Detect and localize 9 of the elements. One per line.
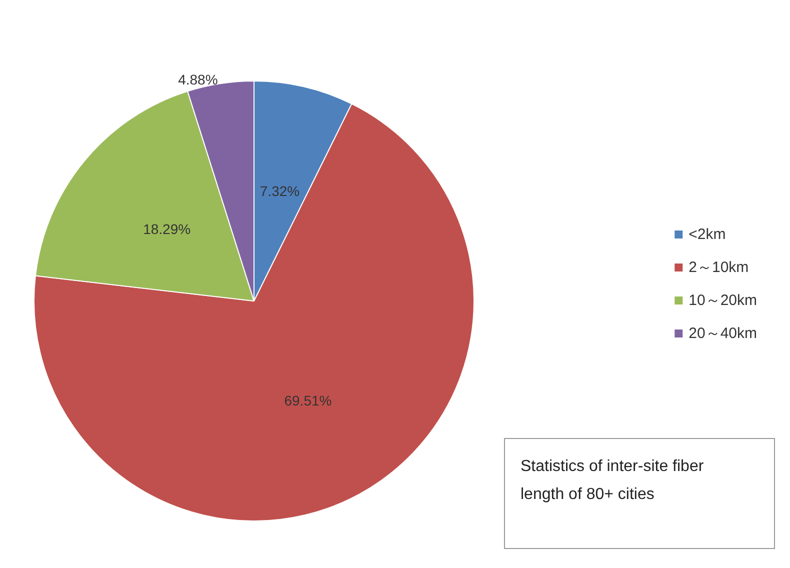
data-label: 18.29% [143,221,191,238]
legend-label: 2～10km [688,259,749,276]
data-label: 4.88% [178,72,218,88]
legend-label: <2km [688,226,726,243]
data-label: 7.32% [260,182,300,199]
legend-label: 20～40km [688,325,758,342]
data-label: 69.51% [284,392,332,408]
legend-label: 10～20km [688,292,758,309]
text: Statistics of inter-site fiber length of 80+ cities [520,458,708,503]
